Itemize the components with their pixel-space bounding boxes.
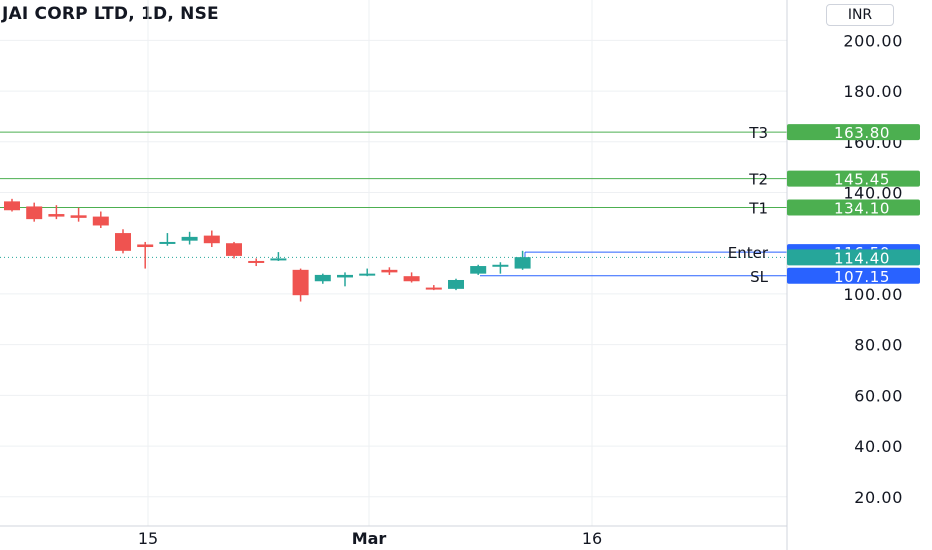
candle-body xyxy=(248,260,265,263)
level-badge-t2 xyxy=(787,170,920,187)
candle-body xyxy=(470,266,487,274)
candle-body xyxy=(425,287,442,290)
level-name-enter: Enter xyxy=(728,244,769,262)
time-axis[interactable]: 15 Mar 16 xyxy=(0,525,787,548)
candle-body xyxy=(403,276,420,282)
level-badge-t3 xyxy=(787,124,920,141)
candle-body xyxy=(48,214,65,217)
level-lines xyxy=(0,131,787,277)
x-tick-label: Mar xyxy=(352,529,387,548)
level-name-sl: SL xyxy=(750,268,769,286)
candle-body xyxy=(92,216,109,226)
candle-body xyxy=(226,243,242,256)
candle-body xyxy=(203,235,220,244)
level-name-t2: T2 xyxy=(748,171,768,189)
level-value-t3: 163.80 xyxy=(834,124,890,142)
candle-body xyxy=(359,273,376,276)
level-name-t1: T1 xyxy=(748,199,768,217)
candle-body xyxy=(314,274,331,282)
y-tick-label: 180.00 xyxy=(843,82,903,101)
candle-body xyxy=(492,264,509,267)
candle-body xyxy=(181,236,198,241)
x-tick-label: 15 xyxy=(138,529,158,548)
y-tick-label: 140.00 xyxy=(843,184,903,203)
candle-body xyxy=(292,269,309,296)
level-value-t2: 145.45 xyxy=(834,171,890,189)
last-price-badge xyxy=(787,249,920,266)
x-tick-label: 16 xyxy=(582,529,602,548)
chart-title: JAI CORP LTD, 1D, NSE xyxy=(2,4,219,24)
candle-body xyxy=(381,269,398,273)
candle-body xyxy=(137,244,154,248)
y-tick-label: 100.00 xyxy=(843,285,903,304)
last-price-value: 114.40 xyxy=(834,249,890,267)
currency-button[interactable]: INR xyxy=(826,4,894,26)
candle-body xyxy=(270,258,287,261)
y-tick-label: 40.00 xyxy=(854,437,903,456)
y-tick-label: 200.00 xyxy=(843,31,903,50)
level-value-sl: 107.15 xyxy=(834,268,890,286)
candle-body xyxy=(448,279,464,289)
candles xyxy=(4,198,531,302)
level-badge-t1 xyxy=(787,199,920,216)
candle-body xyxy=(115,233,131,251)
grid-lines xyxy=(0,0,787,526)
candle-body xyxy=(26,206,43,220)
level-name-t3: T3 xyxy=(748,124,768,142)
y-tick-label: 20.00 xyxy=(854,488,903,507)
candle-body xyxy=(159,241,176,244)
y-tick-label: 60.00 xyxy=(854,386,903,405)
y-tick-label: 80.00 xyxy=(854,336,903,355)
candle-body xyxy=(70,215,87,218)
level-badge-sl xyxy=(787,267,920,284)
level-value-t1: 134.10 xyxy=(834,199,890,217)
candle-body xyxy=(4,201,20,211)
level-badges: T3163.80T2145.45T1134.10Enter116.50SL107… xyxy=(728,124,920,286)
candle-body xyxy=(514,257,531,269)
candle-body xyxy=(337,274,353,278)
